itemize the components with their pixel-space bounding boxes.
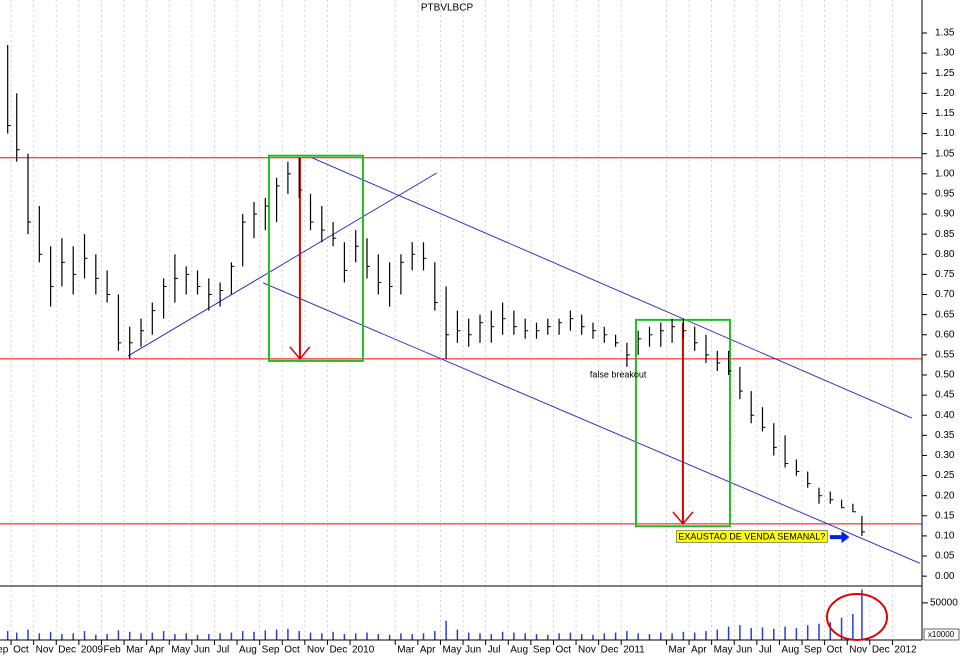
y-tick-label: 1.05	[935, 148, 955, 159]
x-tick-label: Mar	[126, 645, 144, 656]
y-tick-label: 1.00	[935, 168, 955, 179]
annotation: false breakout	[590, 369, 647, 379]
arrow-head	[289, 346, 311, 361]
x-tick-label: Jun	[465, 645, 481, 656]
y-tick-label: 0.70	[935, 289, 955, 300]
x-tick-label: Jul	[759, 645, 772, 656]
trend-line	[311, 157, 913, 419]
x-tick-label: Jun	[194, 645, 210, 656]
x-tick-label: Aug	[781, 645, 799, 656]
x-tick-label: Dec	[58, 645, 76, 656]
y-tick-label: 0.30	[935, 450, 955, 461]
x-tick-label: May	[714, 645, 733, 656]
trend-line	[262, 282, 921, 564]
highlight-box	[267, 154, 364, 362]
x-tick-label: Nov	[578, 645, 596, 656]
x-tick-label: Jul	[488, 645, 501, 656]
y-tick-label: 1.25	[935, 68, 955, 79]
x-tick-label: Mar	[397, 645, 415, 656]
x-tick-label: Mar	[668, 645, 686, 656]
volume-bars	[6, 589, 863, 640]
y-tick-label: 0.45	[935, 390, 955, 401]
x-tick-label: 2011	[623, 645, 645, 656]
y-tick-label: 0.20	[935, 490, 955, 501]
y-tick-label: 0.80	[935, 249, 955, 260]
y-tick-label: 0.65	[935, 309, 955, 320]
y-tick-label: 0.05	[935, 551, 955, 562]
y-tick-label: 0.15	[935, 510, 955, 521]
pointer-head	[841, 531, 850, 544]
annotations: false breakout EXAUSTAO DE VENDA SEMANAL?	[0, 154, 922, 564]
arrow-head	[672, 511, 694, 526]
x-tick-label: Apr	[691, 645, 707, 656]
y-tick-label: 0.55	[935, 350, 955, 361]
y-tick-label: 0.95	[935, 189, 955, 200]
x-tick-label: Nov	[307, 645, 325, 656]
x-tick-label: Oct	[827, 645, 843, 656]
annotation-box	[676, 530, 828, 543]
highlight-ellipse	[826, 593, 888, 641]
x-tick-label: 2012	[894, 645, 917, 656]
x-tick-label: Apr	[420, 645, 436, 656]
y-tick-label: 0.35	[935, 430, 955, 441]
y-tick-label: 1.30	[935, 48, 955, 59]
x-tick-label: Sep	[533, 645, 551, 656]
y-tick-label: 0.90	[935, 209, 955, 220]
x-tick-label: Sep	[262, 645, 280, 656]
y-tick-label: 0.75	[935, 269, 955, 280]
x-tick-label: Sep	[804, 645, 822, 656]
y-tick-label: 1.35	[935, 28, 955, 39]
y-tick-label: 1.20	[935, 88, 955, 99]
y-tick-label: 0.25	[935, 470, 955, 481]
y-tick-label: 1.10	[935, 128, 955, 139]
y-tick-label: 0.10	[935, 531, 955, 542]
volume-tick-label: 50000	[930, 597, 958, 608]
annotation: EXAUSTAO DE VENDA SEMANAL?	[678, 531, 825, 541]
x-tick-label: Aug	[510, 645, 528, 656]
x-tick-label: Oct	[555, 645, 571, 656]
x-tick-label: Jul	[216, 645, 229, 656]
x-tick-label: Dec	[329, 645, 347, 656]
x-tick-label: Dec	[872, 645, 890, 656]
y-tick-label: 0.40	[935, 410, 955, 421]
y-tick-label: 0.00	[935, 571, 955, 582]
x-tick-label: 2010	[352, 645, 375, 656]
y-tick-label: 0.50	[935, 370, 955, 381]
y-tick-label: 1.15	[935, 108, 955, 119]
x-tick-label: May	[442, 645, 461, 656]
y-tick-label: 0.60	[935, 329, 955, 340]
x-tick-label: Oct	[13, 645, 29, 656]
x-tick-label: May	[171, 645, 190, 656]
x-tick-label: Feb	[103, 645, 121, 656]
trend-line	[127, 172, 437, 357]
x-tick-label: Nov	[36, 645, 54, 656]
x-tick-label: Jun	[736, 645, 752, 656]
x-tick-label: Dec	[601, 645, 619, 656]
volume-unit-box	[923, 628, 960, 641]
x-tick-label: Aug	[239, 645, 257, 656]
price-bars	[7, 45, 865, 536]
x-tick-label: 2009	[81, 645, 104, 656]
x-tick-label: Sep	[0, 645, 9, 656]
y-tick-label: 0.85	[935, 229, 955, 240]
x-tick-label: Nov	[849, 645, 867, 656]
x-tick-label: Apr	[149, 645, 165, 656]
x-tick-label: Oct	[284, 645, 300, 656]
volume-unit: x10000	[928, 630, 955, 639]
chart-title: PTBVLBCP	[421, 3, 474, 14]
